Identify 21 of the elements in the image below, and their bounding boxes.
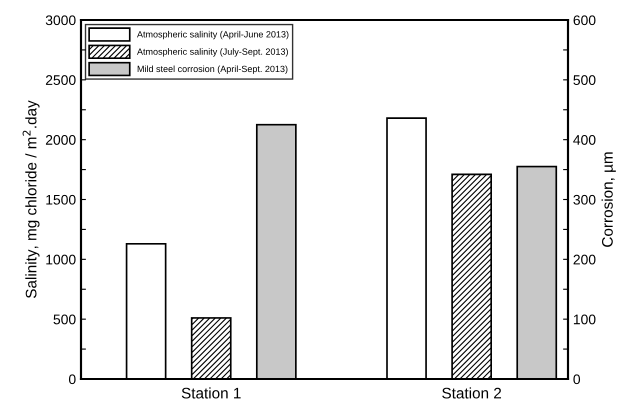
y2-tick-label: 300 — [573, 194, 596, 205]
y-tick-label: 2500 — [46, 75, 76, 86]
x-tick-label: Station 2 — [442, 387, 502, 399]
legend-label: Atmospheric salinity (April-June 2013) — [136, 30, 288, 40]
y2-tick-label: 100 — [574, 314, 596, 324]
y-tick-label: 1500 — [46, 194, 76, 205]
legend-label: Mild steel corrosion (April-Sept. 2013) — [138, 65, 288, 74]
y2-tick-label: 400 — [573, 135, 596, 145]
y2-tick-label: 0 — [573, 374, 580, 384]
y-tick-label: 2000 — [46, 135, 76, 145]
legend-label: Atmospheric salinity (July-Sept. 2013) — [136, 48, 288, 57]
y2-tick-label: 600 — [574, 15, 596, 26]
y2-axis-title: Corrosion, µm — [602, 152, 616, 247]
y-axis-title: Salinity, mg chloride / m$^{2}$.day — [22, 100, 40, 298]
y-tick-label: 3000 — [46, 15, 76, 26]
y-tick-label: 1000 — [46, 254, 76, 265]
y2-tick-label: 500 — [573, 75, 596, 86]
x-tick-label: Station 1 — [182, 387, 241, 399]
y-tick-label: 0 — [68, 374, 76, 384]
y-tick-label: 500 — [54, 314, 76, 324]
y2-tick-label: 200 — [574, 254, 596, 265]
